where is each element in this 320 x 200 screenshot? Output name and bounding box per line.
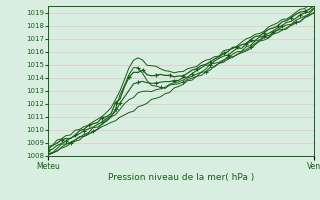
X-axis label: Pression niveau de la mer( hPa ): Pression niveau de la mer( hPa ): [108, 173, 254, 182]
